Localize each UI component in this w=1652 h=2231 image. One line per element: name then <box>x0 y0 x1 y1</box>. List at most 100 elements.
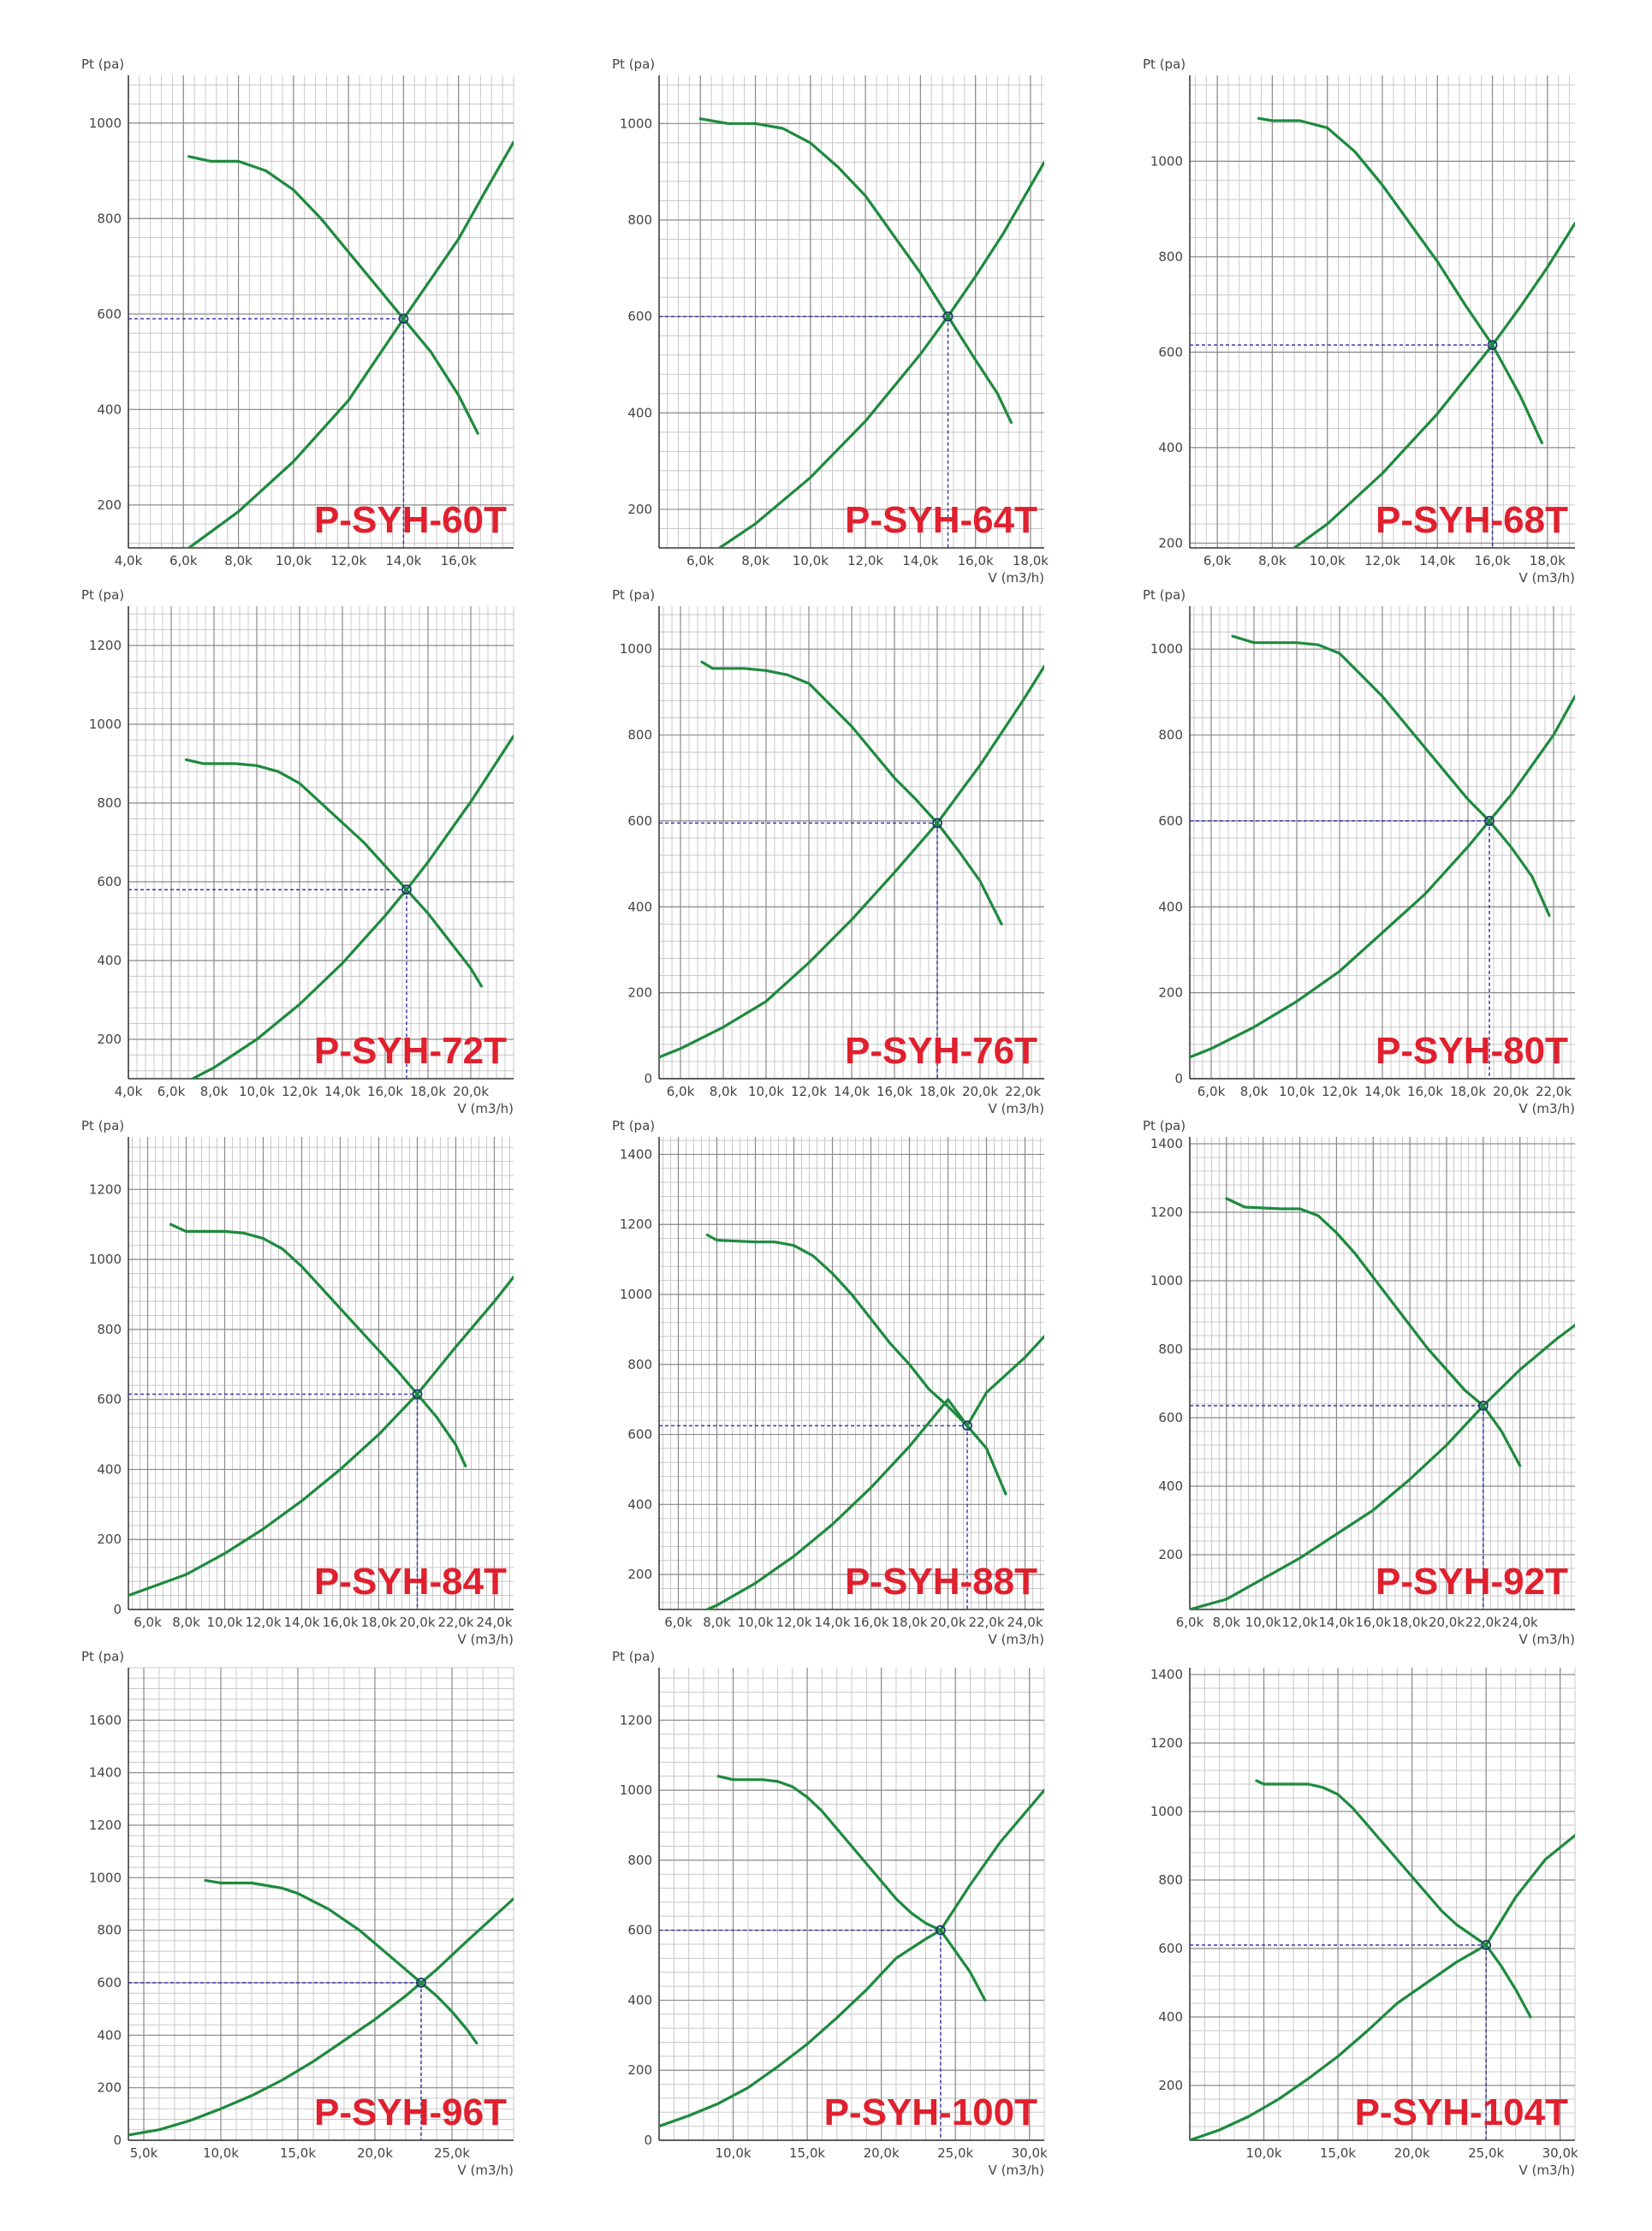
x-tick-label: 8,0k <box>710 1084 738 1099</box>
y-tick-label: 400 <box>627 899 652 914</box>
x-tick-label: 12,0k <box>847 553 883 568</box>
operating-point <box>1481 1940 1492 1950</box>
fan-chart-p-syh-104t: 200 400 600 800 1000 1200 1400 10,0k 15,0k 20,0k 2… <box>1061 1644 1592 2178</box>
y-tick-label: 1000 <box>89 116 122 131</box>
y-tick-label: 600 <box>1158 344 1183 360</box>
x-tick-label: 4,0k <box>115 1084 143 1099</box>
x-tick-label: 6,0k <box>1197 1084 1226 1099</box>
y-axis-label: Pt (pa) <box>81 1118 124 1133</box>
fan-curve <box>1255 1779 1532 2019</box>
y-tick-label: 200 <box>627 1567 652 1582</box>
y-tick-label: 400 <box>97 953 122 968</box>
system-curve <box>187 140 514 548</box>
chart-svg: 0 200 400 600 800 1000 1200 10,0k 15,0k 20,0k 25,0… <box>612 1649 1048 2178</box>
model-label: P-SYH-68T <box>1376 499 1568 541</box>
curves <box>659 660 1044 1079</box>
x-tick-label: 15,0k <box>789 2145 825 2161</box>
y-tick-label: 0 <box>1174 1071 1183 1086</box>
minor-grid <box>128 75 514 548</box>
y-tick-label: 800 <box>1158 1342 1183 1357</box>
y-tick-label: 200 <box>1158 535 1183 550</box>
major-grid <box>1190 75 1575 548</box>
x-tick-label: 20,0k <box>453 1084 489 1099</box>
y-tick-label: 600 <box>1158 1410 1183 1425</box>
chart-svg: 200 400 600 800 1000 4,0k 6,0k 8,0k 10,0k 12,0k 14… <box>81 57 514 568</box>
y-tick-label: 800 <box>97 1923 122 1938</box>
minor-grid <box>128 606 514 1079</box>
x-tick-label: 10,0k <box>715 2145 751 2161</box>
fan-chart-p-syh-76t: 0 200 400 600 800 1000 6,0k 8,0k 10,0k 12,0k 14,0k… <box>531 582 1061 1116</box>
system-curve <box>1190 1324 1575 1609</box>
model-label: P-SYH-84T <box>314 1561 507 1603</box>
y-tick-label: 400 <box>97 1461 122 1477</box>
major-grid <box>128 606 514 1079</box>
fan-chart-p-syh-68t: 200 400 600 800 1000 6,0k 8,0k 10,0k 12,0k 14,0k 1… <box>1061 51 1592 586</box>
major-grid <box>1190 606 1575 1080</box>
chart-svg: 0 200 400 600 800 1000 6,0k 8,0k 10,0k 12,0k 14,0k… <box>1143 587 1575 1116</box>
fan-curve <box>1257 116 1543 444</box>
operating-point <box>1477 1401 1489 1411</box>
fan-curve <box>1225 1197 1522 1467</box>
y-tick-label: 600 <box>627 1923 652 1938</box>
system-curve <box>1190 1834 1575 2140</box>
y-tick-label: 200 <box>1158 2078 1183 2093</box>
operating-point <box>398 313 409 324</box>
operating-point <box>401 884 412 895</box>
x-axis-label: V (m3/h) <box>458 1632 514 1647</box>
x-tick-label: 5,0k <box>130 2145 158 2161</box>
y-axis-label: Pt (pa) <box>1143 587 1186 603</box>
y-tick-label: 600 <box>97 874 122 889</box>
x-tick-label: 6,0k <box>1203 553 1232 568</box>
x-tick-label: 15,0k <box>280 2145 316 2161</box>
x-axis-label: V (m3/h) <box>458 2163 514 2178</box>
y-tick-label: 1400 <box>620 1146 652 1162</box>
y-tick-label: 800 <box>97 795 122 811</box>
y-tick-label: 800 <box>627 1357 652 1372</box>
y-tick-label: 600 <box>1158 813 1183 829</box>
fan-curve <box>698 117 1013 425</box>
y-tick-label: 400 <box>627 1496 652 1512</box>
chart-svg: 200 400 600 800 1000 6,0k 8,0k 10,0k 12,0k 14,0k 1… <box>612 57 1049 586</box>
major-grid <box>128 1137 514 1610</box>
fan-chart-p-syh-72t: 200 400 600 800 1000 1200 4,0k 6,0k 8,0k 10,0k 12,… <box>0 582 531 1116</box>
y-tick-label: 1200 <box>1150 1735 1183 1751</box>
x-tick-label: 20,0k <box>962 1084 998 1099</box>
model-label: P-SYH-92T <box>1376 1561 1568 1603</box>
x-tick-label: 20,0k <box>864 2145 900 2161</box>
y-axis-label: Pt (pa) <box>612 57 655 72</box>
model-label: P-SYH-100T <box>824 2091 1038 2133</box>
system-curve <box>128 1897 514 2137</box>
x-tick-label: 20,0k <box>1429 1615 1465 1630</box>
x-tick-label: 22,0k <box>1465 1615 1501 1630</box>
x-tick-label: 20,0k <box>399 1615 435 1630</box>
x-tick-label: 18,0k <box>360 1615 396 1630</box>
y-axis-label: Pt (pa) <box>1143 1118 1186 1133</box>
x-tick-label: 22,0k <box>1005 1084 1041 1099</box>
x-tick-label: 14,0k <box>283 1615 319 1630</box>
fan-chart-p-syh-64t: 200 400 600 800 1000 6,0k 8,0k 10,0k 12,0k 14,0k 1… <box>531 51 1061 586</box>
x-tick-label: 8,0k <box>703 1615 731 1630</box>
y-tick-label: 1000 <box>620 1782 652 1798</box>
y-axis-label: Pt (pa) <box>612 1118 655 1133</box>
x-tick-label: 14,0k <box>1419 553 1455 568</box>
x-tick-label: 18,0k <box>919 1084 955 1099</box>
model-label: P-SYH-60T <box>314 499 507 541</box>
x-tick-label: 20,0k <box>357 2145 393 2161</box>
x-tick-label: 8,0k <box>1258 553 1287 568</box>
x-tick-label: 22,0k <box>1536 1084 1572 1099</box>
x-tick-label: 6,0k <box>667 1084 695 1099</box>
x-tick-label: 30,0k <box>1012 2145 1048 2161</box>
model-label: P-SYH-76T <box>845 1030 1037 1072</box>
curves <box>128 1878 514 2140</box>
x-tick-label: 10,0k <box>748 1084 784 1099</box>
y-tick-label: 600 <box>627 1427 652 1443</box>
y-tick-label: 1200 <box>620 1712 652 1728</box>
fan-chart-p-syh-60t: 200 400 600 800 1000 4,0k 6,0k 8,0k 10,0k 12,0k 14… <box>0 51 531 582</box>
y-tick-label: 1000 <box>89 1870 122 1885</box>
x-tick-label: 10,0k <box>1279 1084 1315 1099</box>
fan-curve <box>700 660 1003 925</box>
y-tick-label: 1000 <box>1150 1273 1183 1288</box>
x-tick-label: 12,0k <box>1364 553 1400 568</box>
x-tick-label: 18,0k <box>1530 553 1566 568</box>
x-tick-label: 8,0k <box>1213 1615 1241 1630</box>
